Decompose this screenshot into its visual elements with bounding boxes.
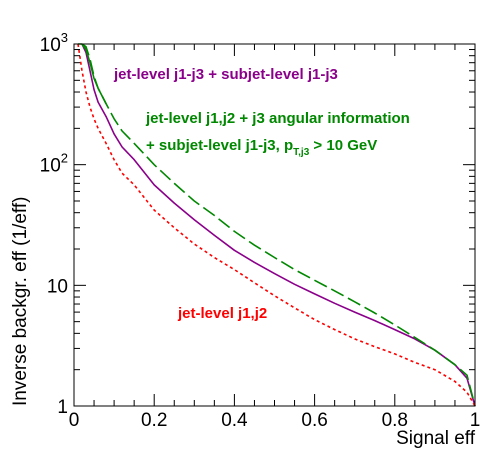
x-axis-title: Signal eff (396, 428, 476, 449)
y-tick-label-power: 102 (40, 151, 68, 177)
y-tick-label-exponent: 2 (61, 151, 68, 166)
x-tick-label: 0.8 (382, 410, 408, 431)
y-tick-label-base: 10 (40, 156, 61, 177)
annotation-green-line2-pre: + subjet-level j1-j3, p (146, 137, 293, 154)
y-tick-label-base: 10 (40, 35, 61, 56)
series-line-green-dashed (81, 43, 476, 407)
annotation-purple: jet-level j1-j3 + subjet-level j1-j3 (113, 66, 338, 83)
y-axis-title: Inverse backgr. eff (1/eff) (10, 197, 31, 406)
x-tick-label: 0.2 (141, 410, 167, 431)
annotation-green-line2-post: > 10 GeV (309, 137, 377, 154)
y-tick-label-power: 103 (40, 30, 68, 56)
plot-frame (73, 43, 476, 407)
annotation-green-line1: jet-level j1,j2 + j3 angular information (145, 110, 410, 127)
x-tick-label: 0.6 (301, 410, 327, 431)
x-tick-label: 1 (470, 410, 481, 431)
annotation-green-line2-sub: T,j3 (293, 147, 310, 158)
annotation-green-line2: + subjet-level j1-j3, pT,j3 > 10 GeV (146, 137, 377, 158)
series-line-red-dotted (77, 43, 476, 407)
y-tick-label: 10 (47, 276, 68, 297)
series-line-purple-solid (81, 43, 476, 407)
x-tick-label: 0 (69, 410, 80, 431)
ticks-layer (73, 44, 476, 407)
y-tick-label: 1 (57, 397, 68, 418)
series-layer (77, 43, 476, 407)
x-tick-label: 0.4 (221, 410, 248, 431)
annotation-red: jet-level j1,j2 (177, 305, 267, 322)
y-tick-label-exponent: 3 (61, 30, 68, 45)
